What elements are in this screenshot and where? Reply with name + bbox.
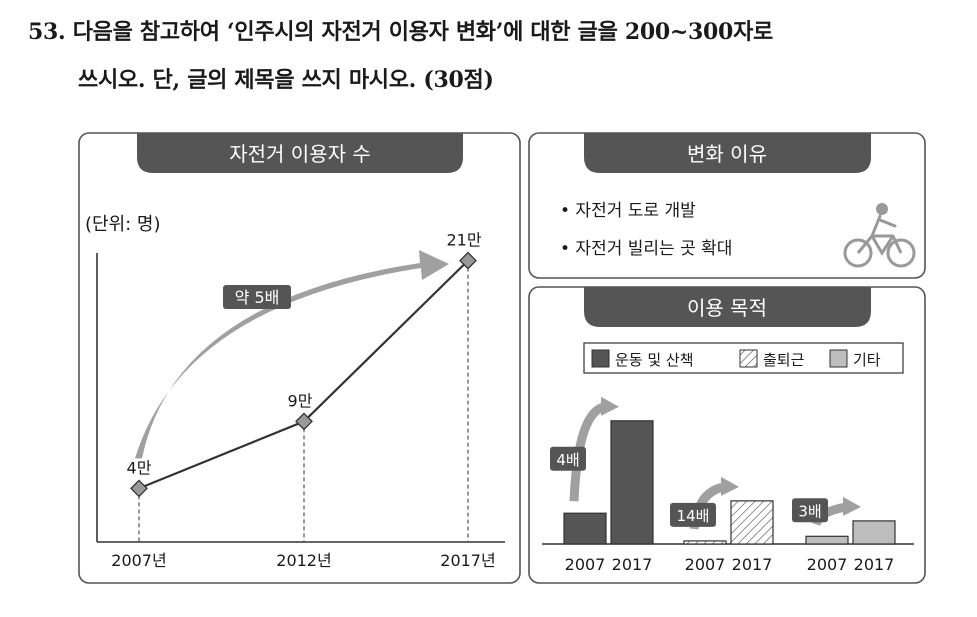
x-tick-label: 2012년	[276, 551, 331, 570]
legend-swatch-exercise	[591, 349, 610, 368]
bar-x-tick-label: 2017	[854, 555, 895, 574]
bar-x-tick-label: 2007	[807, 555, 848, 574]
x-tick-label: 2007년	[111, 551, 166, 570]
bicycle-rider-icon	[843, 203, 916, 268]
legend-label-commute: 출퇴근	[763, 351, 805, 369]
purpose-title-tab	[584, 287, 871, 327]
data-label: 9만	[288, 391, 313, 410]
question-line-1: 53. 다음을 참고하여 ‘인주시의 자전거 이용자 변화’에 대한 글을 20…	[28, 19, 773, 45]
bar-x-tick-label: 2007	[565, 555, 606, 574]
bar-growth-arrowhead	[601, 396, 619, 416]
x-tick-label: 2017년	[440, 551, 495, 570]
bar	[683, 540, 727, 545]
bar-annotation-box	[670, 502, 716, 527]
bar-annotation-label: 4배	[556, 451, 579, 469]
purpose-title: 이용 목적	[687, 296, 767, 320]
bar	[730, 500, 774, 545]
line-chart-title-tab	[137, 133, 463, 173]
reason-item-1: • 자전거 도로 개발	[560, 201, 696, 221]
bar-growth-arrowhead	[721, 476, 739, 496]
legend-label-other: 기타	[853, 351, 881, 369]
bar-annotation-label: 14배	[677, 507, 710, 525]
reason-item-2: • 자전거 빌리는 곳 확대	[560, 239, 732, 259]
bar-x-tick-label: 2017	[732, 555, 773, 574]
line-chart-title: 자전거 이용자 수	[229, 142, 371, 166]
question-line-2: 쓰시오. 단, 글의 제목을 쓰지 마시오. (30점)	[78, 67, 494, 93]
bar-x-tick-label: 2007	[685, 555, 726, 574]
bar	[805, 535, 849, 545]
data-point	[130, 479, 148, 498]
bar-growth-arrow	[569, 402, 607, 502]
bar	[852, 520, 896, 545]
bar-annotation-label: 3배	[798, 502, 821, 520]
legend-label-exercise: 운동 및 산책	[615, 351, 694, 369]
bar-annotation-box	[550, 446, 586, 471]
reasons-title-tab	[584, 133, 871, 173]
bar	[563, 512, 607, 545]
bar-annotation-box	[792, 498, 828, 523]
legend-swatch-commute	[739, 349, 758, 368]
data-point	[295, 412, 313, 431]
legend-swatch-other	[829, 349, 848, 368]
growth-annotation-box	[223, 285, 291, 309]
line-chart-unit: (단위: 명)	[85, 214, 161, 235]
data-label: 4만	[127, 458, 152, 477]
reasons-title: 변화 이유	[687, 142, 767, 166]
bar-growth-arrowhead	[843, 496, 861, 516]
growth-annotation-label: 약 5배	[235, 288, 280, 307]
line-chart-panel	[78, 132, 521, 584]
data-label: 21만	[446, 231, 481, 250]
bar	[610, 420, 654, 545]
bar-x-tick-label: 2017	[612, 555, 653, 574]
data-point	[459, 251, 477, 270]
